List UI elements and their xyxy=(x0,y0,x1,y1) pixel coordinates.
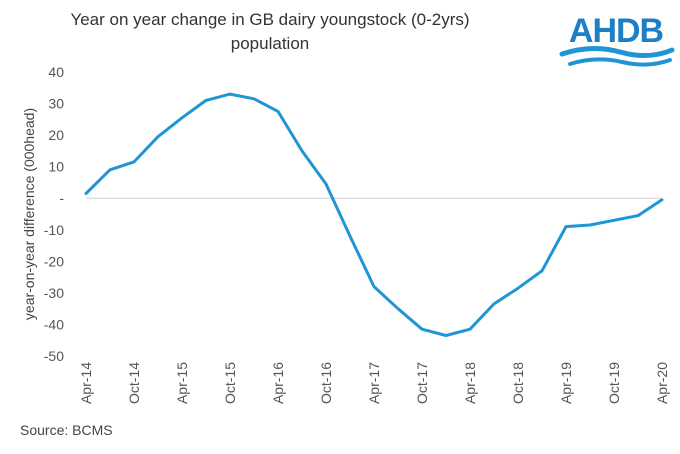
x-tick-label: Oct-15 xyxy=(222,362,238,404)
x-tick-label: Oct-14 xyxy=(126,362,142,404)
x-tick-label: Oct-16 xyxy=(318,362,334,404)
logo-wave-2 xyxy=(568,57,672,67)
x-tick-label: Apr-16 xyxy=(270,362,286,404)
x-tick-label: Apr-15 xyxy=(174,362,190,404)
y-axis-label: year-on-year difference (000head) xyxy=(21,108,37,320)
y-tick-label: -50 xyxy=(44,348,64,364)
series-line xyxy=(84,92,664,337)
ahdb-logo: AHDB xyxy=(559,12,675,67)
x-tick-label: Apr-20 xyxy=(654,362,670,404)
y-tick-label: -20 xyxy=(44,253,64,269)
y-tick-label: 20 xyxy=(48,127,64,143)
y-tick-label: 30 xyxy=(48,96,64,112)
source-note: Source: BCMS xyxy=(20,422,113,438)
x-tick-label: Oct-18 xyxy=(510,362,526,404)
ahdb-logo-text: AHDB xyxy=(569,12,664,50)
y-tick-label: 40 xyxy=(48,64,64,80)
y-tick-label: - xyxy=(59,190,64,206)
chart-title-line-1: Year on year change in GB dairy youngsto… xyxy=(70,10,470,29)
chart-title: Year on year change in GB dairy youngsto… xyxy=(40,8,500,56)
y-tick-label: -30 xyxy=(44,285,64,301)
x-tick-label: Oct-17 xyxy=(414,362,430,404)
y-tick-label: -10 xyxy=(44,222,64,238)
x-tick-label: Apr-18 xyxy=(462,362,478,404)
logo-wave-1 xyxy=(559,46,675,58)
x-tick-label: Oct-19 xyxy=(606,362,622,404)
chart-title-line-2: population xyxy=(230,34,310,53)
y-tick-label: -40 xyxy=(44,316,64,332)
x-tick-label: Apr-17 xyxy=(366,362,382,404)
x-tick-label: Apr-19 xyxy=(558,362,574,404)
y-tick-label: 10 xyxy=(48,159,64,175)
x-tick-label: Apr-14 xyxy=(78,362,94,404)
